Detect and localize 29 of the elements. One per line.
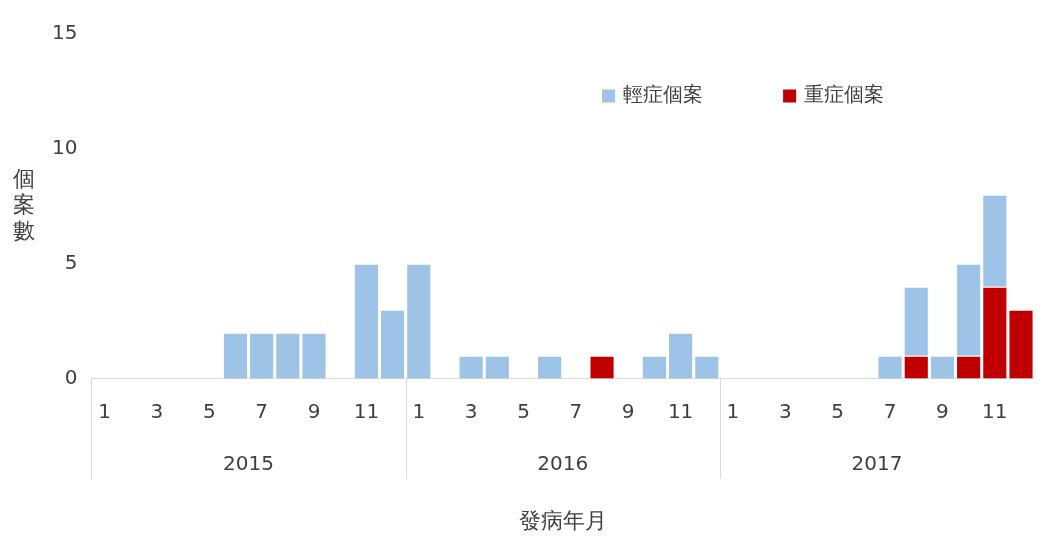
x-tick-label: 7 bbox=[255, 398, 269, 423]
x-tick-label: 9 bbox=[621, 398, 635, 423]
x-tick-label: 1 bbox=[98, 398, 111, 423]
x-tick-label: 3 bbox=[464, 398, 478, 423]
x-tick-label: 9 bbox=[307, 398, 321, 423]
text: 2017 bbox=[851, 450, 903, 475]
x-tick-label: 7 bbox=[883, 398, 897, 423]
x-tick-label: 5 bbox=[831, 398, 845, 423]
x-axis-title: 發病年月 bbox=[518, 507, 607, 533]
x-tick-label: 11 bbox=[982, 398, 1008, 423]
x-tick-label: 1 bbox=[412, 398, 426, 423]
x-tick-label: 1 bbox=[726, 398, 740, 423]
x-tick-label: 5 bbox=[517, 398, 530, 423]
x-tick-label: 3 bbox=[778, 398, 792, 423]
x-tick-label: 9 bbox=[936, 398, 949, 423]
y-tick-label: 0 bbox=[64, 364, 78, 389]
y-tick-label: 10 bbox=[52, 135, 78, 160]
text: 2016 bbox=[537, 450, 589, 475]
text: 2015 bbox=[223, 450, 275, 475]
y-tick-label: 15 bbox=[52, 20, 78, 45]
x-tick-label: 7 bbox=[569, 398, 583, 423]
x-tick-label: 5 bbox=[202, 398, 216, 423]
legend-label: 重症個案 bbox=[804, 82, 885, 107]
y-tick-label: 5 bbox=[64, 249, 78, 274]
x-tick-label: 11 bbox=[667, 398, 694, 423]
x-tick-label: 11 bbox=[353, 398, 380, 423]
legend-label: 輕症個案 bbox=[623, 82, 704, 107]
x-tick-label: 3 bbox=[150, 398, 164, 423]
y-axis-title: 個案數 bbox=[13, 166, 35, 244]
